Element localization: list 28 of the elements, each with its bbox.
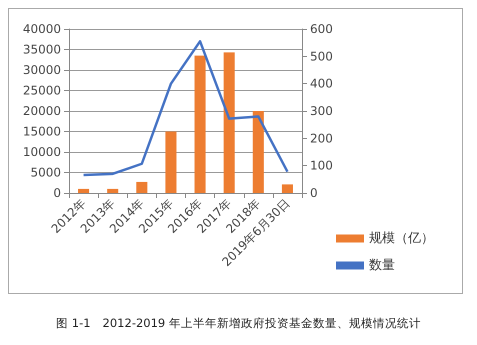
legend-label: 数量 bbox=[369, 258, 395, 273]
y-tick-label: 15000 bbox=[22, 124, 61, 138]
bar bbox=[194, 56, 206, 193]
y2-tick-label: 200 bbox=[310, 131, 333, 146]
y2-tick-label: 600 bbox=[310, 22, 333, 36]
bar bbox=[165, 132, 176, 193]
bar bbox=[282, 184, 293, 193]
y-tick-label: 5000 bbox=[30, 166, 61, 180]
y-tick-label: 0 bbox=[53, 186, 61, 200]
line-series bbox=[82, 40, 289, 176]
y2-tick-label: 400 bbox=[310, 76, 333, 91]
y2-tick-label: 300 bbox=[310, 104, 333, 118]
y-tick-label: 10000 bbox=[22, 145, 61, 159]
bar bbox=[252, 111, 264, 193]
bar bbox=[107, 188, 118, 193]
y-tick-label: 30000 bbox=[22, 63, 61, 77]
text: 图 1-1 2012-2019 年上半年新增政府投资基金数量、规模情况统计 bbox=[55, 316, 422, 331]
bar bbox=[224, 52, 235, 193]
bar bbox=[136, 182, 148, 193]
legend-label: 规模（亿） bbox=[369, 231, 434, 246]
y-tick-label: 20000 bbox=[22, 104, 61, 118]
bar bbox=[78, 188, 90, 193]
y-tick-label: 35000 bbox=[22, 42, 61, 56]
y-tick-label: 25000 bbox=[22, 84, 61, 98]
y-tick-label: 40000 bbox=[22, 22, 61, 36]
y2-tick-label: 100 bbox=[310, 158, 333, 173]
y2-tick-label: 500 bbox=[310, 49, 333, 64]
y2-tick-label: 0 bbox=[310, 186, 318, 200]
